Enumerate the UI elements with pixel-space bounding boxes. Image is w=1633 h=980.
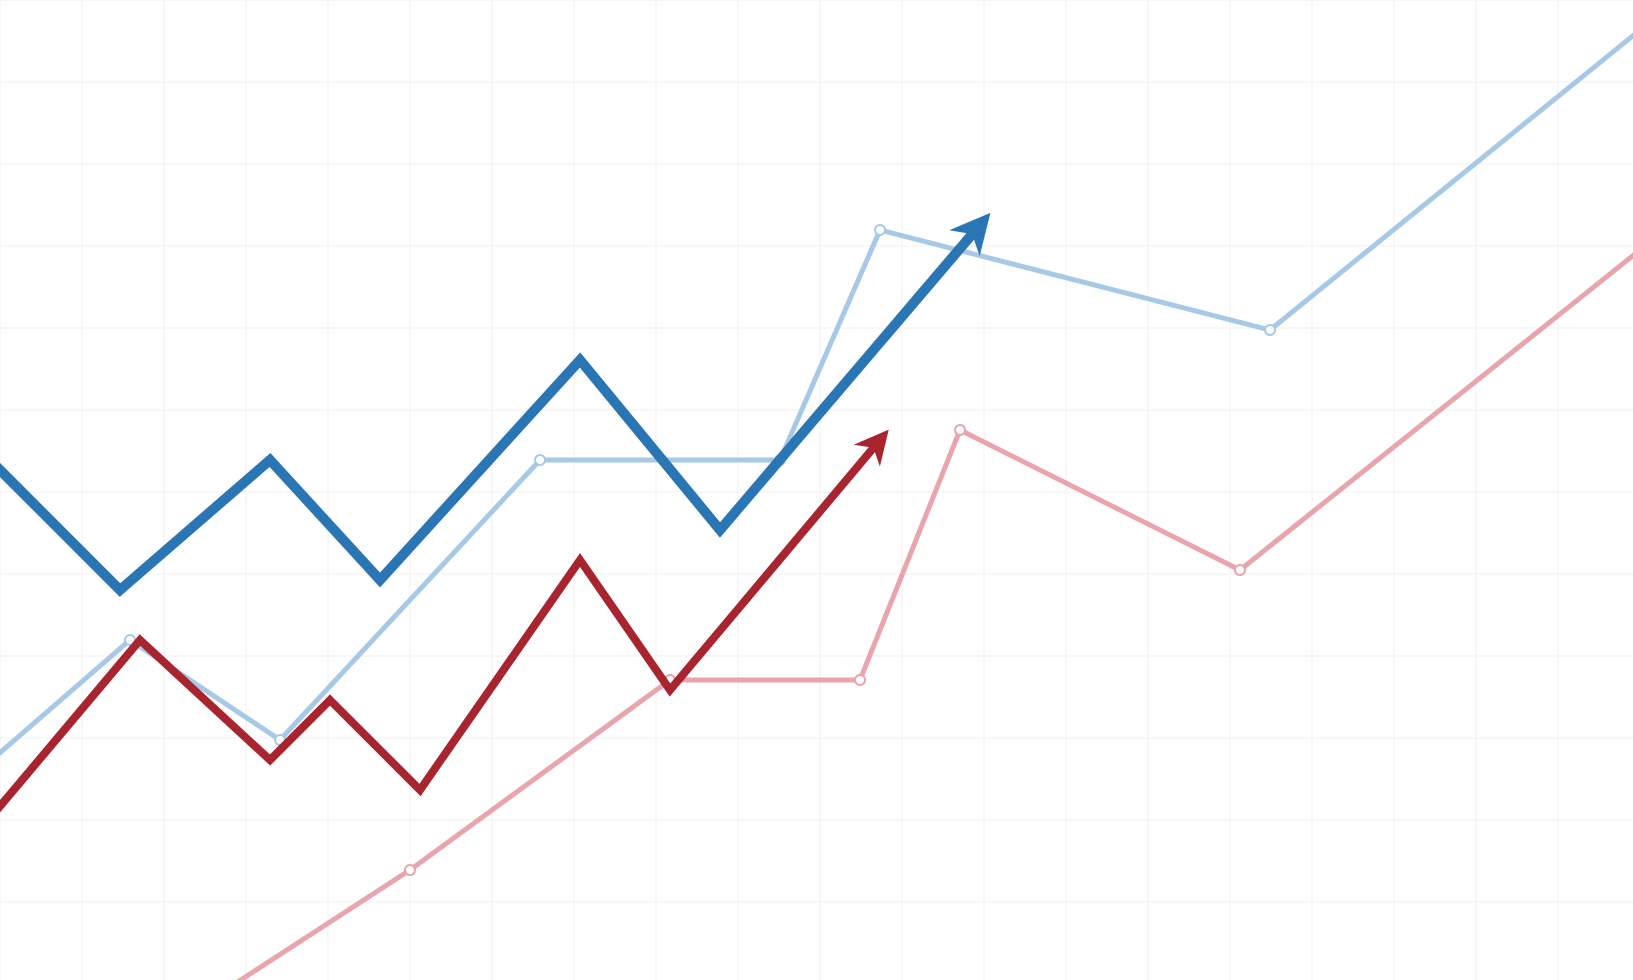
- blue_light-marker: [1265, 325, 1275, 335]
- red_light-marker: [955, 425, 965, 435]
- blue_light-marker: [535, 455, 545, 465]
- red_light-marker: [405, 865, 415, 875]
- chart-canvas: [0, 0, 1633, 980]
- blue_light-marker: [875, 225, 885, 235]
- trend-chart: [0, 0, 1633, 980]
- red_light-marker: [855, 675, 865, 685]
- red_light-marker: [1235, 565, 1245, 575]
